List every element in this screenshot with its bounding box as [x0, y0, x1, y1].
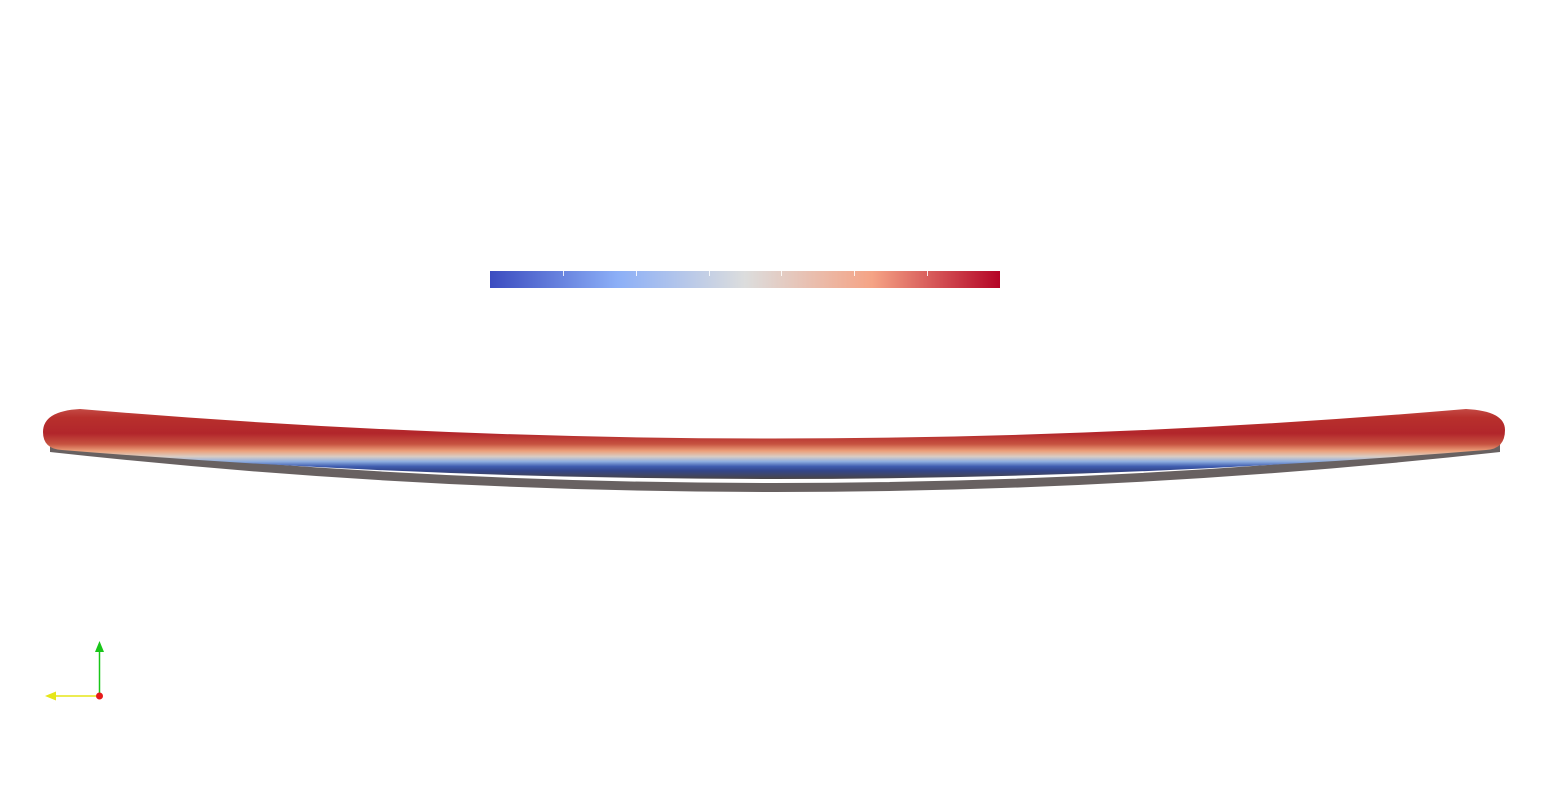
color-legend-tick — [927, 271, 928, 276]
color-legend-tick — [709, 271, 710, 276]
y-axis-arrow — [95, 641, 104, 652]
color-legend-bar — [490, 271, 1000, 288]
beam-body — [43, 409, 1505, 479]
color-legend-tick — [563, 271, 564, 276]
orientation-axes-icon — [45, 641, 104, 701]
color-legend — [490, 271, 1000, 288]
x-axis-arrow — [45, 691, 56, 701]
z-axis-marker — [96, 692, 103, 700]
color-legend-tick — [854, 271, 855, 276]
color-legend-tick — [636, 271, 637, 276]
beam-shadow — [50, 444, 1500, 492]
color-legend-tick — [781, 271, 782, 276]
